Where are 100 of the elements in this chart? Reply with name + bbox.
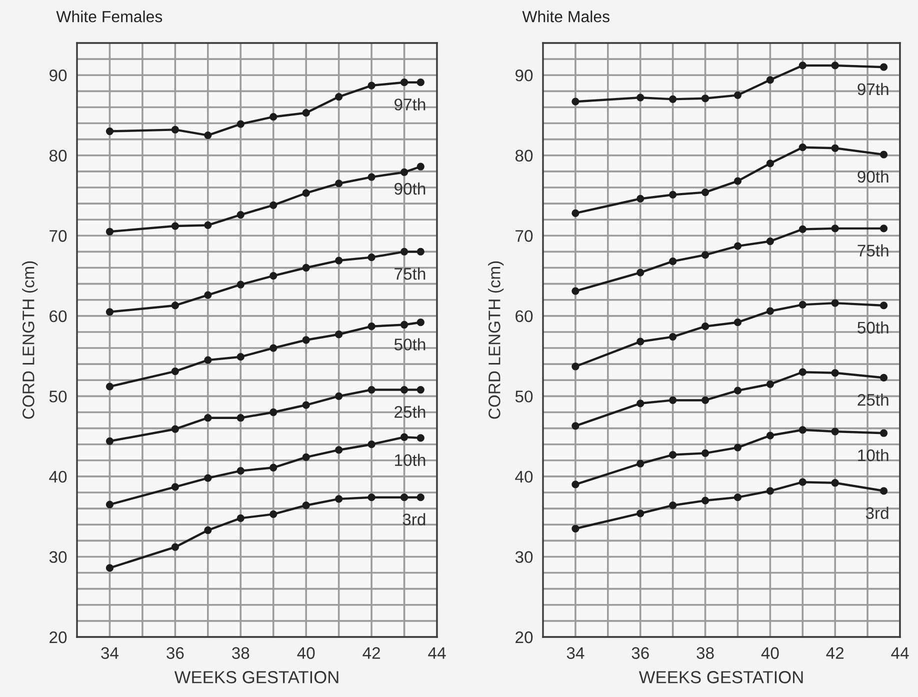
point [368, 440, 376, 448]
point [368, 254, 376, 262]
point [734, 494, 742, 502]
point [335, 495, 343, 503]
series-label: 90th [394, 182, 426, 195]
x-tick-label: 44 [428, 647, 446, 659]
point [798, 225, 806, 234]
point [572, 209, 580, 217]
point [106, 500, 114, 508]
point [368, 82, 376, 90]
y-tick-label: 30 [515, 551, 533, 563]
point [270, 272, 278, 280]
point [236, 514, 244, 522]
point [302, 453, 310, 462]
point [335, 92, 343, 101]
y-axis-title: CORD LENGTH (cm) [488, 261, 504, 419]
point [669, 332, 677, 341]
chart-title: White Males [522, 10, 610, 22]
point [701, 496, 710, 504]
point [572, 287, 580, 295]
y-tick-label: 50 [515, 390, 533, 402]
point [171, 425, 179, 433]
point [880, 224, 888, 232]
point [270, 113, 278, 121]
point [701, 188, 710, 196]
point [400, 433, 408, 441]
x-tick-label: 42 [362, 647, 380, 659]
point [880, 63, 888, 71]
point [204, 414, 212, 422]
series-label: 10th [395, 454, 426, 466]
point [400, 494, 408, 502]
point [416, 434, 424, 442]
point [798, 62, 806, 70]
point [302, 401, 310, 409]
point [236, 120, 244, 128]
point [734, 444, 742, 452]
point [766, 237, 774, 246]
point [368, 173, 376, 181]
chart-title: White Females [56, 10, 162, 22]
point [701, 251, 710, 259]
series-label: 97th [858, 82, 888, 96]
series-label: 25th [394, 406, 426, 418]
point [701, 94, 710, 102]
y-tick-label: 40 [515, 470, 533, 483]
point [171, 302, 179, 310]
point [106, 127, 114, 136]
x-tick-label: 38 [232, 647, 250, 659]
point [400, 386, 408, 394]
point [766, 307, 774, 315]
point [766, 380, 774, 388]
point [106, 382, 114, 390]
point [880, 150, 888, 158]
x-tick-label: 36 [632, 647, 649, 659]
point [831, 144, 839, 152]
point [572, 98, 580, 106]
series-label: 97th [394, 98, 426, 110]
point [766, 76, 774, 84]
point [302, 336, 310, 344]
y-tick-label: 90 [516, 70, 533, 82]
point [636, 268, 644, 276]
x-axis-title: WEEKS GESTATION [638, 671, 803, 684]
point [236, 414, 244, 422]
point [636, 510, 644, 518]
point [669, 450, 677, 459]
point [766, 432, 774, 440]
point [204, 221, 212, 230]
point [669, 396, 677, 404]
y-tick-label: 60 [50, 310, 67, 322]
y-tick-label: 80 [49, 150, 67, 162]
point [270, 464, 278, 472]
point [734, 91, 742, 99]
point [669, 95, 677, 104]
x-tick-label: 40 [297, 647, 315, 659]
point [236, 210, 244, 219]
x-tick-label: 34 [101, 647, 119, 659]
point [416, 318, 424, 326]
y-tick-label: 20 [516, 631, 533, 644]
point [400, 320, 408, 329]
y-axis-title: CORD LENGTH (cm) [22, 261, 38, 419]
point [572, 422, 580, 430]
point [831, 479, 839, 487]
point [636, 460, 644, 468]
point [416, 386, 424, 394]
point [669, 190, 677, 199]
point [270, 510, 278, 518]
y-tick-label: 90 [50, 70, 67, 82]
point [766, 487, 774, 495]
point [368, 322, 376, 330]
point [734, 177, 742, 185]
point [236, 353, 244, 361]
series-label: 90th [858, 170, 888, 183]
point [831, 369, 839, 377]
y-tick-label: 80 [515, 150, 533, 162]
point [734, 242, 742, 250]
point [572, 524, 580, 532]
point [416, 162, 424, 170]
point [701, 322, 710, 330]
point [368, 386, 376, 394]
point [831, 428, 839, 436]
point [416, 494, 424, 502]
